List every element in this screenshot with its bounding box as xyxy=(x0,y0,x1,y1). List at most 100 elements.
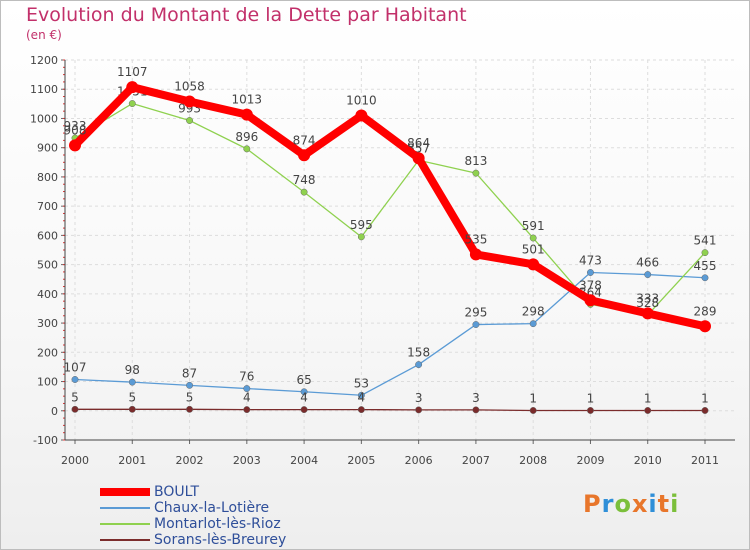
data-point xyxy=(529,234,537,242)
legend-item: BOULT xyxy=(100,484,286,500)
data-label: 5 xyxy=(71,390,79,404)
data-point xyxy=(243,385,251,393)
x-tick-label: 2004 xyxy=(290,454,318,467)
legend-label: Sorans-lès-Breurey xyxy=(154,532,287,548)
data-point xyxy=(300,188,308,196)
data-point xyxy=(240,108,253,121)
data-point xyxy=(300,406,308,414)
series-line-3 xyxy=(75,408,705,412)
data-label: 5 xyxy=(128,390,136,404)
data-point xyxy=(472,321,480,328)
y-tick-label: 400 xyxy=(37,288,58,301)
data-point xyxy=(69,139,81,152)
data-point xyxy=(355,109,368,122)
y-tick-label: 800 xyxy=(37,171,58,184)
x-tick-label: 2008 xyxy=(519,454,547,467)
data-point xyxy=(529,407,537,414)
legend-swatch xyxy=(100,507,150,509)
x-tick-label: 2011 xyxy=(691,454,719,467)
data-label: 813 xyxy=(464,154,487,168)
data-label: 1010 xyxy=(346,94,377,108)
data-label: 874 xyxy=(293,133,316,147)
data-point xyxy=(300,388,308,396)
data-point xyxy=(644,271,652,279)
data-point xyxy=(357,391,365,399)
series-line-0 xyxy=(72,83,706,331)
legend-swatch xyxy=(100,488,150,496)
data-point xyxy=(298,149,311,162)
y-tick-label: 1000 xyxy=(30,112,58,125)
data-label: 501 xyxy=(522,242,545,256)
legend-item: Chaux-la-Lotière xyxy=(100,500,286,516)
data-label: 98 xyxy=(125,363,140,377)
legend-item: Montarlot-lès-Rioz xyxy=(100,516,286,532)
y-tick-label: 300 xyxy=(37,317,58,330)
legend-label: Chaux-la-Lotière xyxy=(154,500,270,516)
data-label: 1 xyxy=(644,391,652,405)
y-tick-label: 600 xyxy=(37,229,58,242)
data-label: 87 xyxy=(182,366,197,380)
data-label: 289 xyxy=(694,304,717,318)
data-label: 378 xyxy=(579,278,602,292)
data-label: 107 xyxy=(64,360,87,374)
data-point xyxy=(527,258,540,271)
legend-swatch xyxy=(100,523,150,525)
data-point xyxy=(128,405,136,413)
data-point xyxy=(644,407,652,414)
data-point xyxy=(469,248,482,261)
data-point xyxy=(186,381,193,389)
y-tick-label: 500 xyxy=(37,259,58,272)
y-tick-label: -100 xyxy=(33,434,58,447)
x-tick-label: 2007 xyxy=(462,454,490,467)
x-tick-label: 2001 xyxy=(118,454,146,467)
data-label: 328 xyxy=(636,296,659,310)
data-point xyxy=(357,406,365,414)
data-point xyxy=(128,378,136,386)
y-tick-label: 100 xyxy=(37,376,58,389)
chart-subtitle: (en €) xyxy=(26,28,62,42)
data-point xyxy=(701,249,709,257)
data-point xyxy=(701,407,709,414)
data-point xyxy=(701,274,709,282)
x-tick-label: 2002 xyxy=(176,454,204,467)
data-point xyxy=(415,361,423,369)
data-label: 158 xyxy=(407,346,430,360)
data-point xyxy=(71,405,79,413)
data-label: 933 xyxy=(64,119,87,133)
data-point xyxy=(243,406,251,414)
data-point xyxy=(472,169,480,177)
legend-item: Sorans-lès-Breurey xyxy=(100,532,286,548)
x-tick-label: 2009 xyxy=(576,454,604,467)
x-tick-label: 2005 xyxy=(347,454,375,467)
data-label: 896 xyxy=(235,130,258,144)
legend-swatch xyxy=(100,539,150,541)
data-point xyxy=(587,269,594,276)
data-label: 5 xyxy=(186,390,194,404)
x-tick-label: 2010 xyxy=(634,454,662,467)
data-point xyxy=(186,405,193,413)
data-label: 908 xyxy=(64,123,87,137)
data-label: 591 xyxy=(522,219,545,233)
data-label: 76 xyxy=(239,370,254,384)
y-tick-label: 900 xyxy=(37,142,58,155)
data-point xyxy=(529,320,537,328)
data-point xyxy=(641,307,654,320)
data-label: 4 xyxy=(243,391,251,405)
data-label: 3 xyxy=(415,391,423,405)
data-point xyxy=(186,117,193,124)
y-tick-label: 1100 xyxy=(30,83,58,96)
legend-label: BOULT xyxy=(154,484,200,500)
data-point xyxy=(243,145,251,153)
data-point xyxy=(584,294,597,307)
data-label: 1107 xyxy=(117,65,148,79)
data-point xyxy=(415,406,423,414)
data-label: 1013 xyxy=(232,93,263,107)
chart-title: Evolution du Montant de la Dette par Hab… xyxy=(26,4,467,26)
y-tick-label: 1200 xyxy=(30,54,58,67)
data-label: 4 xyxy=(300,391,308,405)
data-label: 748 xyxy=(293,173,316,187)
data-point xyxy=(699,320,711,333)
data-label: 53 xyxy=(354,376,369,390)
data-point xyxy=(472,406,480,414)
